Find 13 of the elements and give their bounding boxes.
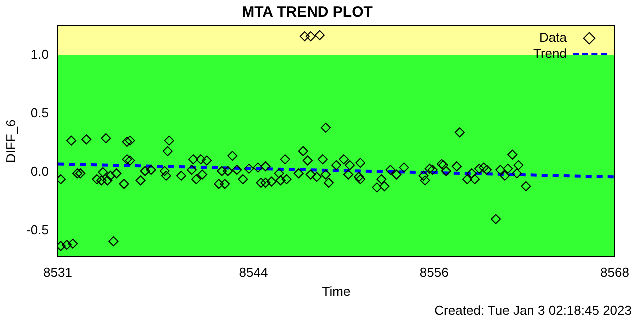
chart-title: MTA TREND PLOT (242, 4, 373, 22)
y-tick-label: 0.0 (30, 164, 49, 180)
x-axis-title: Time (322, 284, 351, 299)
y-tick-label: 0.5 (30, 105, 49, 120)
y-tick-label: 1.0 (30, 46, 49, 62)
x-tick-label: 8556 (420, 265, 449, 280)
x-tick-label: 8544 (239, 265, 268, 280)
x-tick-label: 8568 (600, 265, 630, 280)
x-tick-label: 8531 (44, 265, 72, 280)
y-axis-title: DIFF_6 (3, 120, 18, 164)
text: Created: Tue Jan 3 02:18:45 2023 (434, 303, 632, 318)
y-tick-label: -0.5 (26, 222, 49, 238)
legend-label: Data (540, 30, 567, 46)
